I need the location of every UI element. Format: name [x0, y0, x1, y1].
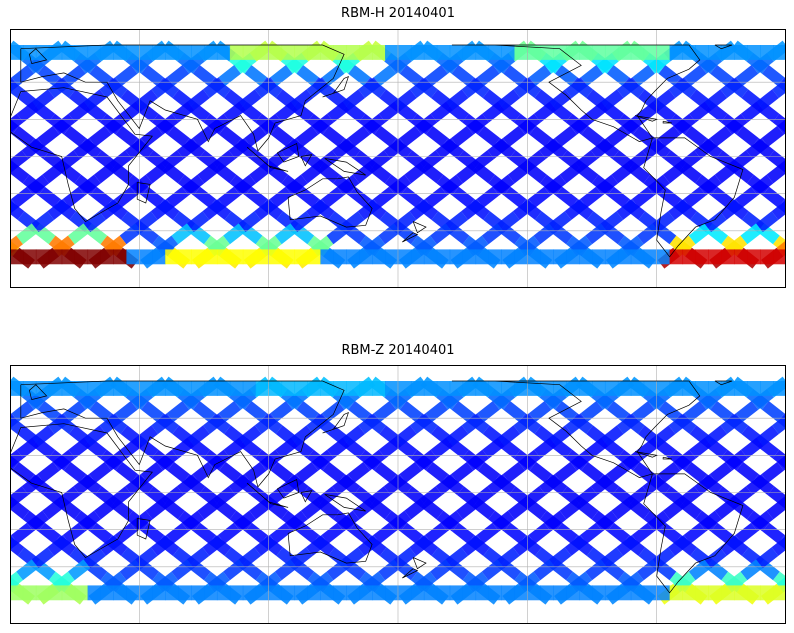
panel-title-rbm-z: RBM-Z 20140401	[341, 343, 455, 358]
satellite-swaths	[10, 376, 786, 605]
satellite-swaths	[10, 40, 786, 269]
gridlines	[10, 29, 786, 288]
map-panel-rbm-z	[10, 365, 786, 624]
coastlines	[10, 44, 744, 258]
map-frame	[10, 29, 786, 288]
coastlines	[10, 380, 744, 594]
panel-title-rbm-h: RBM-H 20140401	[341, 6, 455, 21]
map-panel-rbm-h	[10, 29, 786, 288]
map-frame	[10, 365, 786, 624]
